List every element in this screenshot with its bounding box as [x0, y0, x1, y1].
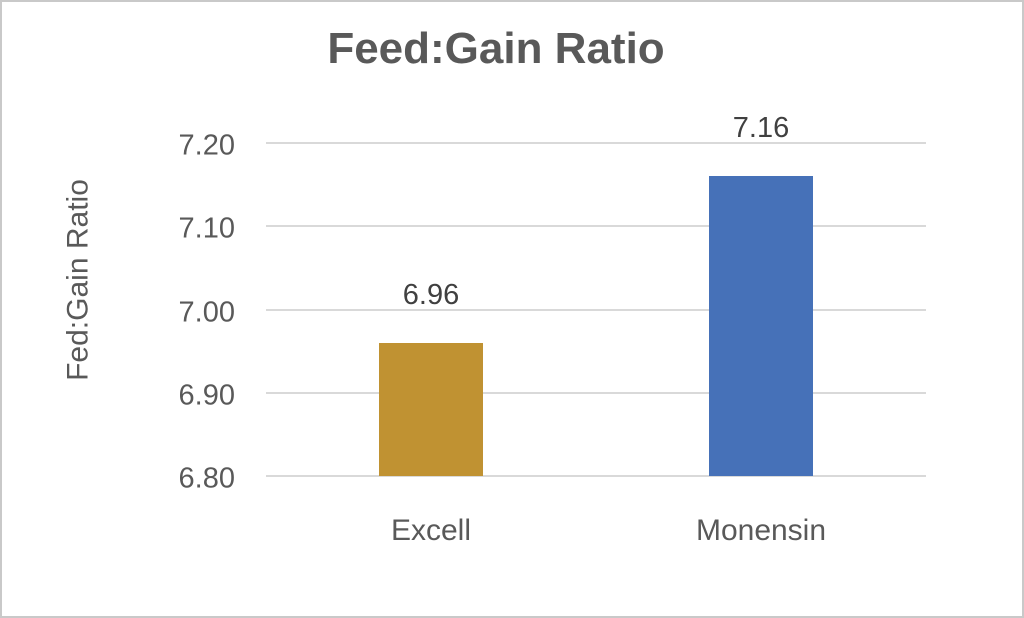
y-tick-label: 7.10	[178, 212, 235, 245]
chart-title: Feed:Gain Ratio	[327, 24, 665, 73]
x-category-label: Excell	[390, 514, 472, 547]
data-label: 6.96	[402, 278, 460, 311]
data-label: 7.16	[732, 112, 790, 145]
bar-monensin	[709, 176, 813, 476]
y-tick-label: 6.90	[178, 379, 235, 412]
bar-excell	[379, 342, 483, 476]
y-tick-label: 6.80	[178, 462, 235, 495]
gridline	[266, 308, 926, 311]
y-tick-label: 7.20	[178, 129, 235, 162]
y-axis-title: Fed:Gain Ratio	[61, 179, 95, 381]
gridline	[266, 142, 926, 144]
x-category-label: Monensin	[695, 514, 827, 547]
gridline	[266, 391, 926, 394]
gridline	[266, 225, 926, 228]
y-tick-label: 7.00	[178, 296, 235, 328]
gridline	[266, 475, 926, 477]
